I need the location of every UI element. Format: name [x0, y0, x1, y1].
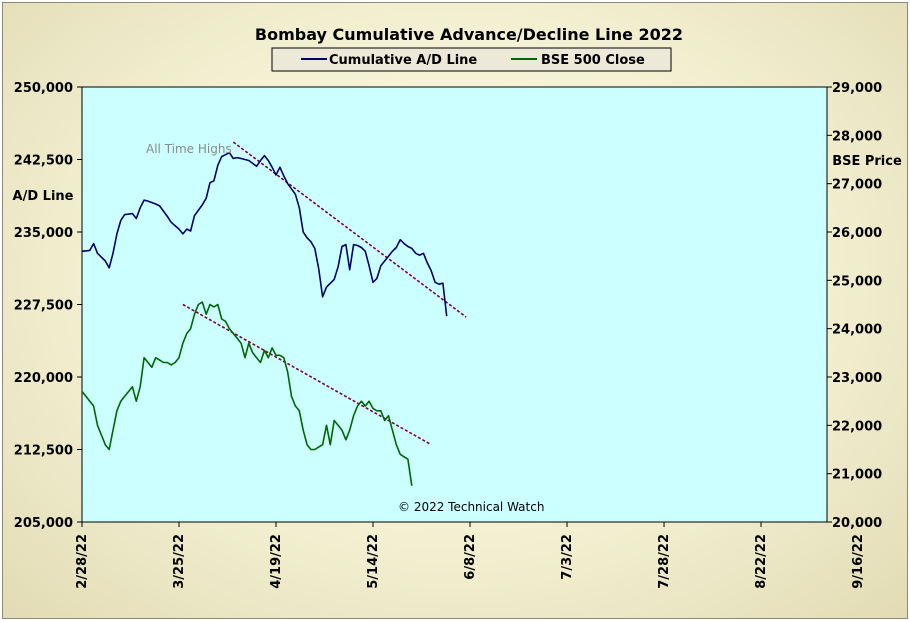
right-tick-label: 21,000	[832, 468, 882, 483]
left-tick-label: 227,500	[14, 299, 73, 314]
legend-label-ad: Cumulative A/D Line	[329, 53, 477, 68]
left-tick-label: 212,500	[14, 444, 73, 459]
right-tick-label: 24,000	[832, 323, 882, 338]
left-tick-label: 205,000	[14, 516, 73, 531]
x-tick-label: 6/8/22	[463, 534, 478, 580]
annotation-all-time-highs: All Time Highs	[146, 142, 232, 156]
left-tick-label: 250,000	[14, 81, 73, 96]
x-tick-label: 2/28/22	[75, 534, 90, 589]
x-tick-label: 7/3/22	[560, 534, 575, 580]
series-lines	[81, 151, 448, 486]
x-tick-label: 5/14/22	[366, 534, 381, 589]
right-tick-label: 23,000	[832, 371, 882, 386]
x-tick-label: 4/19/22	[269, 534, 284, 589]
right-axis-label: BSE Price	[832, 154, 902, 169]
left-tick-label: 220,000	[14, 371, 73, 386]
series-line-ad	[81, 151, 448, 317]
x-tick-label: 8/22/22	[754, 534, 769, 589]
chart-svg: Bombay Cumulative Advance/Decline Line 2…	[13, 25, 902, 589]
left-axis: 205,000 212,500 220,000 227,500 235,000 242,5…	[14, 81, 82, 531]
left-axis-label: A/D Line	[13, 189, 74, 204]
series-line-bse	[81, 301, 413, 486]
trendline-1	[232, 141, 467, 318]
copyright-text: © 2022 Technical Watch	[398, 500, 544, 514]
left-tick-label: 242,500	[14, 154, 73, 169]
right-tick-label: 20,000	[832, 516, 882, 531]
x-tick-label: 3/25/22	[172, 534, 187, 589]
x-tick-label: 9/16/22	[851, 534, 866, 589]
chart-title: Bombay Cumulative Advance/Decline Line 2…	[255, 25, 683, 44]
right-tick-label: 25,000	[832, 274, 882, 289]
right-axis: 20,000 21,000 22,000 23,000 24,000 25,000 26,0…	[827, 81, 882, 531]
right-tick-label: 29,000	[832, 81, 882, 96]
right-tick-label: 28,000	[832, 129, 882, 144]
x-axis: 2/28/22 3/25/22 4/19/22 5/14/22 6/8/22 7/3/22…	[75, 522, 866, 589]
right-tick-label: 26,000	[832, 226, 882, 241]
right-tick-label: 27,000	[832, 178, 882, 193]
right-tick-label: 22,000	[832, 419, 882, 434]
left-tick-label: 235,000	[14, 226, 73, 241]
legend-label-bse: BSE 500 Close	[541, 53, 645, 68]
legend: Cumulative A/D Line BSE 500 Close	[271, 47, 672, 72]
x-tick-label: 7/28/22	[657, 534, 672, 589]
legend-box	[271, 47, 672, 72]
plot-area	[81, 86, 828, 523]
